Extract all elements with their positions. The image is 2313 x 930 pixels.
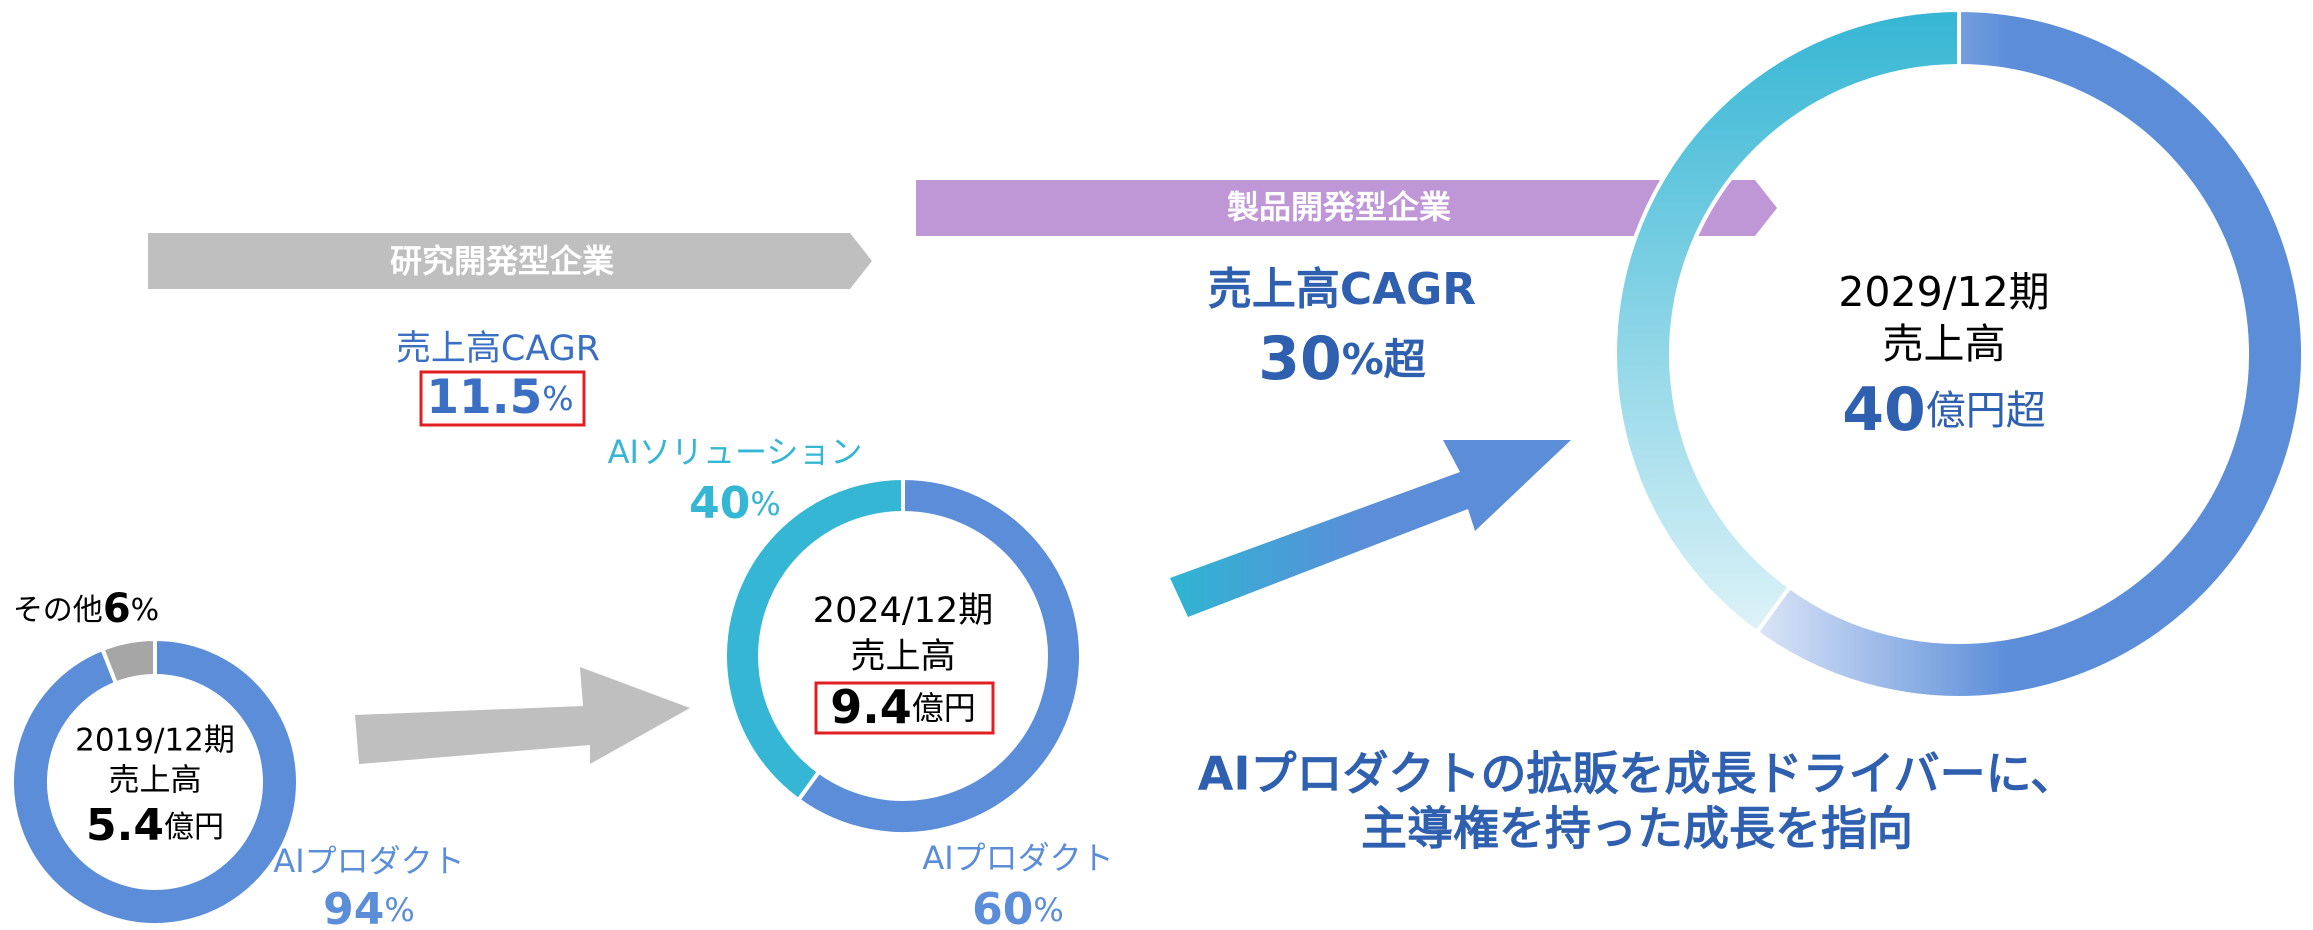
cagr-label: 売上高CAGR	[396, 329, 600, 369]
segment-name: AIプロダクト	[273, 842, 464, 880]
cagr-label: 売上高CAGR	[1208, 264, 1476, 315]
segment-name: AIプロダクト	[922, 839, 1113, 877]
period-label: 2029/12期	[1838, 268, 2049, 316]
segment-value: 94%	[323, 884, 415, 930]
value-unit: %	[131, 593, 160, 628]
total-label: 9.4億円	[830, 680, 976, 734]
ring-segment	[1754, 7, 2305, 700]
phase-banner	[916, 180, 1777, 236]
segment-name: その他	[13, 593, 103, 628]
metric-label: 売上高	[850, 637, 955, 677]
period-label: 2019/12期	[75, 723, 235, 759]
total-label: 5.4億円	[86, 800, 224, 851]
value-number: 6	[103, 586, 131, 632]
segment-label: その他6%	[13, 586, 159, 632]
donut-segment	[10, 636, 300, 927]
period-label: 2024/12期	[813, 591, 993, 631]
donut-segment	[795, 475, 1083, 836]
message-line: AIプロダクトの拡販を成長ドライバーに、	[1198, 747, 2076, 801]
growth-arrow	[355, 667, 690, 764]
segment-value: 6%	[103, 586, 159, 632]
metric-label: 売上高	[109, 763, 202, 799]
segment-value: 60%	[972, 884, 1064, 930]
donut-segment	[723, 475, 905, 803]
segment-name: AIソリューション	[608, 433, 863, 471]
highlight-box	[814, 681, 995, 735]
cagr-value: 30%超	[1258, 324, 1427, 394]
phase-name: 製品開発型企業	[1227, 188, 1451, 226]
metric-label: 売上高	[1883, 320, 2006, 368]
total-label: 40億円超	[1842, 375, 2046, 445]
highlight-box	[419, 370, 586, 427]
donut-segment	[99, 636, 157, 687]
segment-value: 40%	[689, 478, 781, 529]
phase-banner	[148, 233, 872, 289]
cagr-value: 11.5%	[426, 370, 573, 425]
ring-segment	[1612, 7, 1961, 636]
message-line: 主導権を持った成長を指向	[1361, 802, 1913, 856]
phase-name: 研究開発型企業	[390, 242, 614, 280]
growth-arrow	[1170, 440, 1571, 617]
